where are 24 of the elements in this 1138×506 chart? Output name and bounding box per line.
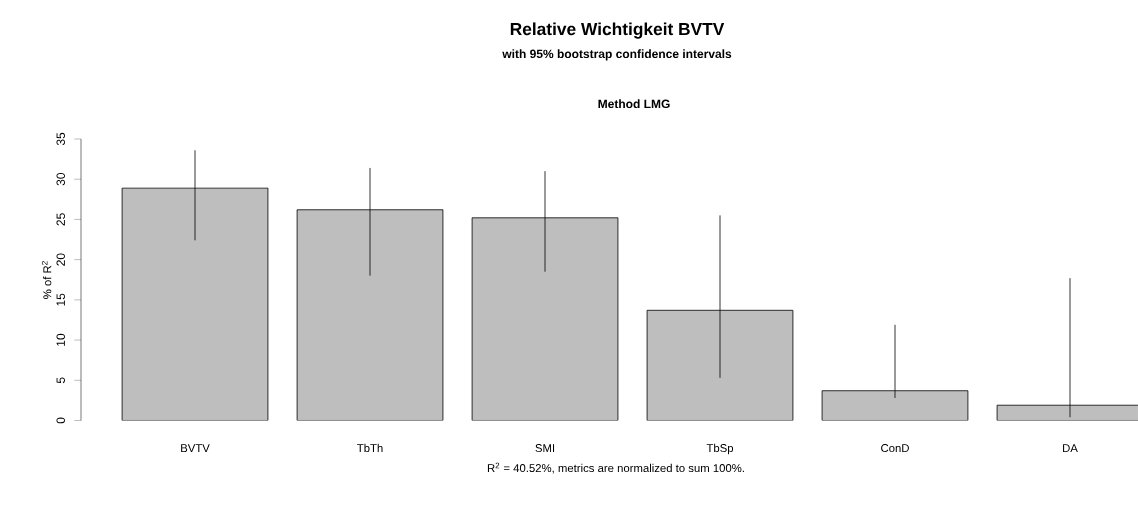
- y-tick-label: 15: [56, 293, 65, 306]
- y-tick-label: 10: [56, 333, 65, 346]
- x-tick-label: BVTV: [181, 444, 210, 452]
- chart-subtitle: with 95% bootstrap confidence intervals: [502, 49, 732, 61]
- x-tick-label: TbSp: [706, 443, 734, 455]
- y-axis-title: % of R$^{2}$: [41, 261, 52, 299]
- y-tick-label: 25: [56, 213, 65, 226]
- x-tick-label: DA: [1063, 444, 1078, 452]
- bar: [646, 309, 794, 421]
- x-tick-label: TbTh: [357, 443, 383, 453]
- y-tick-label: 20: [56, 253, 65, 266]
- x-tick-label: ConD: [881, 444, 909, 453]
- y-tick-label: 30: [56, 173, 65, 186]
- text: R$^{2}$ = 40.52%, metrics are normalized to sum 100%.: [487, 462, 744, 474]
- y-tick-label: 5: [56, 377, 65, 384]
- chart-title: Relative Wichtigkeit BVTV: [510, 22, 725, 39]
- bar: [821, 390, 969, 421]
- bar: [296, 209, 444, 421]
- y-tick-label: 0: [56, 417, 65, 424]
- x-tick-label: SMI: [535, 444, 555, 453]
- bar: [471, 217, 619, 421]
- bar: [122, 188, 268, 421]
- y-tick-label: 35: [56, 132, 65, 146]
- text: Method LMG: [598, 99, 670, 109]
